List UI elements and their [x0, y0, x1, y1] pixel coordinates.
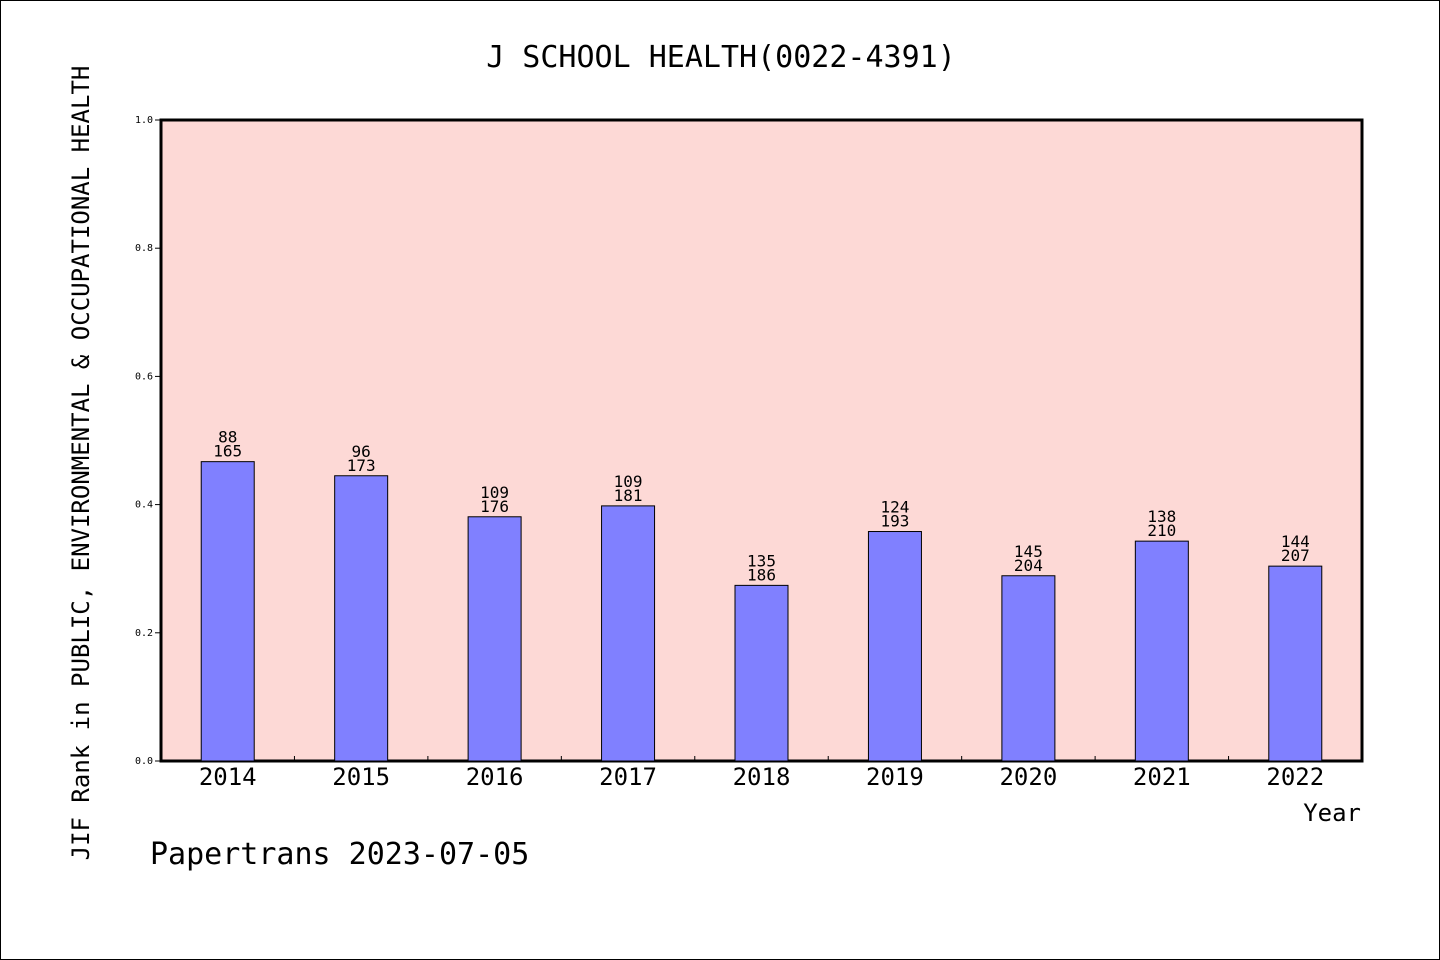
axis-layer: 0.0 0.2 0.4 0.6 0.8 1.0 2014 2015 2016 2017 2018 20…	[135, 115, 1324, 791]
x-tick-label: 2018	[733, 763, 791, 791]
x-tick-label: 2017	[599, 763, 657, 791]
bar-2021	[1134, 540, 1189, 762]
bar-rank-label: 144	[1281, 532, 1310, 551]
bar-total-label: 181	[614, 486, 643, 505]
y-tick-label: 1.0	[135, 115, 153, 126]
y-tick-label: 0.0	[135, 756, 153, 767]
bar-rank-label: 96	[352, 442, 371, 461]
bar-2018	[734, 584, 789, 762]
x-tick-label: 2015	[332, 763, 390, 791]
x-axis-label: Year	[1303, 799, 1361, 827]
x-tick-label: 2019	[866, 763, 924, 791]
x-tick-label: 2014	[199, 763, 257, 791]
y-tick-label: 0.6	[135, 371, 153, 382]
y-tick-label: 0.4	[135, 500, 153, 511]
y-tick-label: 0.8	[135, 243, 153, 254]
x-tick-label: 2021	[1133, 763, 1191, 791]
y-axis-label: JIF Rank in PUBLIC, ENVIRONMENTAL & OCCU…	[67, 66, 95, 861]
y-tick-label: 0.2	[135, 628, 153, 639]
bar-total-label: 176	[480, 497, 509, 516]
bar-total-label: 165	[213, 442, 242, 461]
bar-total-label: 210	[1147, 521, 1176, 540]
bar-2016	[467, 516, 522, 762]
x-tick-label: 2020	[999, 763, 1057, 791]
footer-credit: Papertrans 2023-07-05	[150, 837, 529, 872]
bar-total-label: 207	[1281, 546, 1310, 565]
bar-total-label: 204	[1014, 556, 1043, 575]
bar-rank-label: 109	[614, 472, 643, 491]
bar-rank-label: 138	[1147, 507, 1176, 526]
bar-2015	[334, 475, 389, 762]
bar-total-label: 193	[880, 512, 909, 531]
bar-2019	[867, 531, 922, 762]
bar-rank-label: 124	[880, 498, 909, 517]
x-tick-label: 2022	[1266, 763, 1324, 791]
x-tick-label: 2016	[466, 763, 524, 791]
bar-total-label: 186	[747, 565, 776, 584]
bar-2017	[601, 505, 656, 762]
bar-2014	[200, 461, 255, 762]
bar-2020	[1001, 575, 1056, 762]
bar-rank-label: 145	[1014, 542, 1043, 561]
bar-rank-label: 88	[218, 428, 237, 447]
bar-2022	[1268, 565, 1323, 762]
bar-total-label: 173	[347, 456, 376, 475]
bar-rank-label: 135	[747, 551, 776, 570]
bar-rank-label: 109	[480, 483, 509, 502]
chart-title: J SCHOOL HEALTH(0022-4391)	[486, 40, 956, 75]
